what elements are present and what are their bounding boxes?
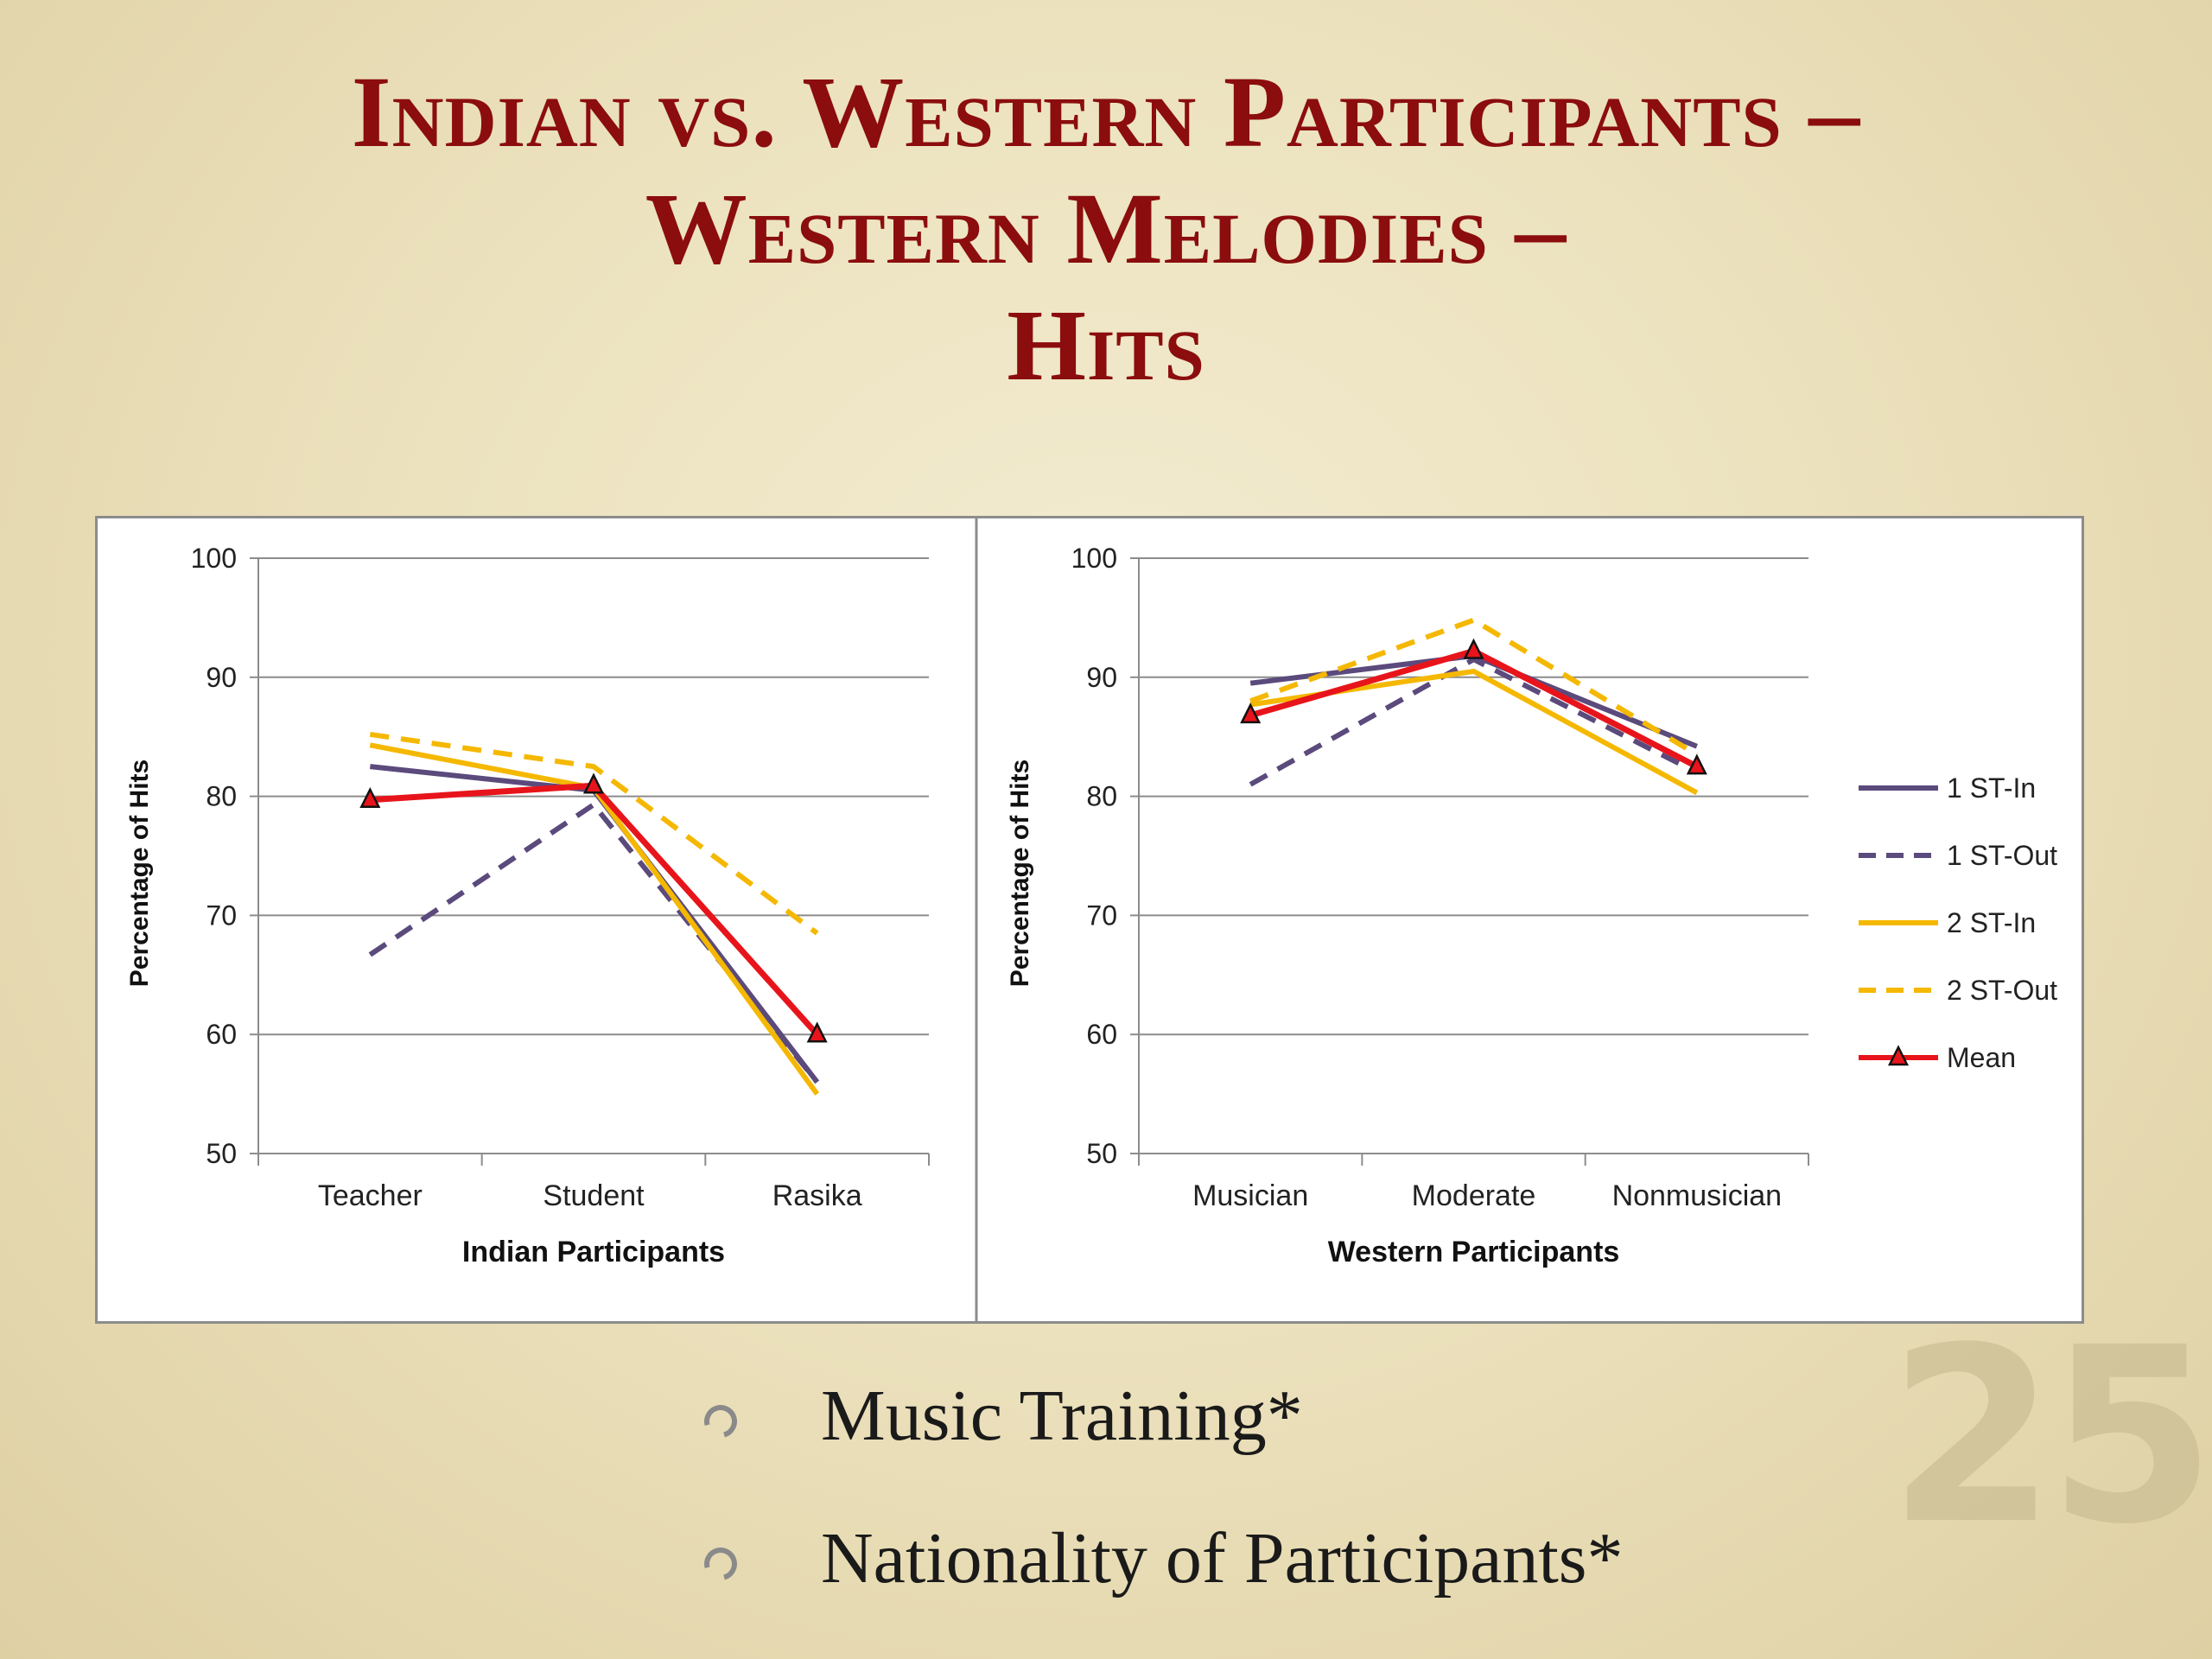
x-tick-label: Nonmusician bbox=[1612, 1179, 1783, 1212]
mean-marker-triangle bbox=[1240, 702, 1262, 724]
x-tick-label: Moderate bbox=[1412, 1179, 1536, 1212]
title-line-3: Hits bbox=[1007, 289, 1205, 402]
y-axis-label: Percentage of Hits bbox=[1006, 760, 1034, 987]
y-tick-label: 90 bbox=[1086, 662, 1117, 693]
legend-label: 1 ST-Out bbox=[1947, 840, 2057, 871]
y-tick-label: 100 bbox=[191, 543, 237, 574]
page-number: 25 bbox=[1888, 1296, 2212, 1578]
title-line-1: Indian vs. Western Participants – bbox=[351, 55, 1861, 168]
legend-label: 2 ST-In bbox=[1947, 907, 2036, 938]
mean-marker-triangle bbox=[1686, 753, 1707, 775]
series-line-1-st-out bbox=[1249, 657, 1699, 787]
y-tick-label: 50 bbox=[1086, 1138, 1117, 1169]
y-tick-label: 60 bbox=[1086, 1019, 1117, 1050]
x-tick-label: Rasika bbox=[772, 1179, 862, 1212]
bullet-ring-icon bbox=[698, 1541, 743, 1586]
charts-svg: 50 60 70 80 90 100 Teacher Student Rasika Indian … bbox=[125, 518, 2057, 1321]
bullet-text: Music Training* bbox=[821, 1376, 1303, 1456]
y-tick-label: 70 bbox=[1086, 899, 1117, 931]
y-tick-label: 90 bbox=[206, 662, 237, 693]
x-axis-label: Indian Participants bbox=[462, 1236, 725, 1268]
y-tick-label: 80 bbox=[1086, 781, 1117, 812]
y-tick-label: 70 bbox=[206, 899, 237, 931]
title-line-2: Western Melodies – bbox=[645, 172, 1567, 285]
x-axis-label: Western Participants bbox=[1328, 1236, 1620, 1268]
legend-label: Mean bbox=[1947, 1042, 2016, 1073]
x-tick-label: Student bbox=[543, 1179, 645, 1212]
y-tick-label: 100 bbox=[1071, 543, 1117, 574]
y-tick-label: 60 bbox=[206, 1019, 237, 1050]
x-tick-label: Teacher bbox=[318, 1179, 423, 1212]
y-axis-label: Percentage of Hits bbox=[125, 760, 154, 987]
chart-frame: 50 60 70 80 90 100 Teacher Student Rasika Indian … bbox=[95, 516, 2084, 1324]
mean-marker-triangle bbox=[1463, 638, 1484, 659]
bullet-ring-icon bbox=[698, 1399, 743, 1444]
slide-title: Indian vs. Western Participants – Wester… bbox=[0, 54, 2212, 404]
legend-marker-triangle bbox=[1887, 1045, 1910, 1066]
x-tick-label: Musician bbox=[1192, 1179, 1308, 1212]
legend-label: 2 ST-Out bbox=[1947, 975, 2057, 1006]
series-line-2-st-out bbox=[1249, 617, 1699, 757]
y-tick-label: 50 bbox=[206, 1138, 237, 1169]
legend-label: 1 ST-In bbox=[1947, 772, 2036, 804]
series-line-2-st-out bbox=[369, 731, 819, 936]
y-tick-label: 80 bbox=[206, 781, 237, 812]
bullet-text: Nationality of Participants* bbox=[821, 1518, 1624, 1599]
series-line-1-st-out bbox=[368, 802, 820, 1084]
mean-marker-triangle bbox=[806, 1021, 828, 1043]
mean-marker-triangle bbox=[582, 772, 605, 794]
mean-marker-triangle bbox=[359, 786, 381, 808]
